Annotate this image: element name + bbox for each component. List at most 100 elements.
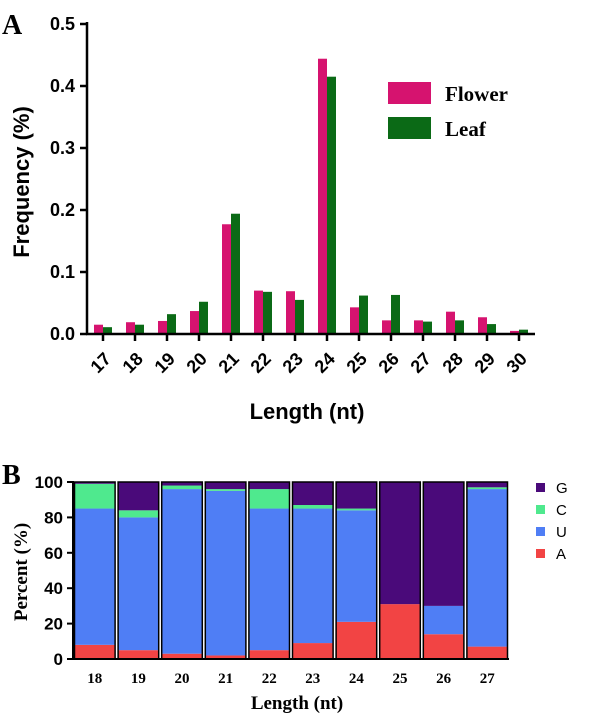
panel-a-y-tick-label: 0.1 (50, 262, 75, 282)
panel-b-bar-segment-u (161, 489, 203, 654)
panel-b-x-tick-label: 19 (131, 671, 146, 687)
panel-b-x-tick-label: 20 (175, 671, 190, 687)
panel-b-bar-segment-c (118, 510, 159, 518)
panel-a-x-tick-label: 22 (247, 349, 275, 377)
panel-a-legend-swatch-leaf (388, 117, 431, 139)
panel-a-bar-leaf (327, 76, 336, 334)
panel-a-bar-leaf (487, 324, 496, 334)
panel-a-bar-flower (510, 330, 519, 334)
panel-a-x-tick-label: 20 (183, 349, 211, 377)
panel-a-y-tick-label: 0.0 (50, 324, 75, 344)
panel-b-bar-segment-a (205, 655, 246, 659)
panel-b-bar-segment-u (423, 605, 464, 635)
panel-a-label: A (2, 10, 23, 41)
panel-a-bar-leaf (359, 295, 368, 334)
panel-b-y-tick-label: 0 (54, 650, 63, 669)
panel-b-bar-segment-u (248, 508, 290, 651)
panel-b-bar-segment-a (466, 646, 508, 659)
panel-b-bar-segment-a (118, 650, 159, 659)
panel-a-x-tick-label: 19 (151, 349, 179, 377)
panel-a-y-tick-label: 0.3 (50, 138, 75, 158)
panel-b-bar-segment-u (336, 510, 377, 622)
panel-b-x-tick-label: 18 (87, 671, 102, 687)
panel-a-legend: Flower Leaf (388, 82, 508, 141)
panel-b-legend-swatch-u (536, 527, 545, 536)
panel-b-bar-segment-c (336, 508, 377, 511)
panel-a-bar-leaf (423, 321, 432, 334)
panel-b-y-tick-label: 80 (44, 508, 63, 527)
panel-b-bar-segment-g (423, 482, 464, 606)
panel-b-x-tick-label: 24 (349, 671, 365, 687)
panel-b-y-tick-label: 60 (44, 544, 63, 563)
panel-a-bar-leaf (391, 294, 400, 334)
panel-b-y-tick-label: 40 (44, 579, 63, 598)
panel-b-bar-segment-a (161, 653, 203, 659)
panel-b-bar-segment-a (74, 644, 116, 659)
panel-a-bar-flower (254, 290, 263, 334)
panel-a-bar-leaf (103, 327, 112, 334)
panel-b-y-axis-title: Percent (%) (11, 523, 32, 621)
panel-a-x-axis-title: Length (nt) (250, 399, 365, 424)
panel-b-x-axis-title: Length (nt) (251, 693, 343, 714)
panel-b-legend-swatch-g (536, 483, 545, 492)
panel-b-x-tick-label: 23 (305, 671, 320, 687)
panel-b-legend-swatch-c (536, 505, 545, 514)
panel-b-bar-segment-c (292, 505, 334, 509)
panel-a-x-tick-label: 26 (375, 349, 403, 377)
panel-a-bar-flower (158, 320, 167, 334)
panel-a-x-tick-label: 24 (311, 349, 339, 377)
panel-a-x-tick-label: 30 (503, 349, 531, 377)
panel-b-bar-segment-a (336, 621, 377, 659)
panel-b-bar-segment-g (336, 482, 377, 509)
panel-a-bar-leaf (199, 301, 208, 334)
panel-b-bar-segment-a (292, 643, 334, 659)
panel-b-bar-segment-c (161, 485, 203, 490)
panel-a-legend-swatch-flower (388, 82, 431, 104)
panel-a-y-axis-title: Frequency (%) (9, 106, 34, 258)
panel-a-x-tick-label: 23 (279, 349, 307, 377)
panel-a-bar-flower (414, 320, 423, 334)
panel-b-bar-segment-g (74, 482, 116, 484)
panel-b-bar-segment-c (466, 487, 508, 490)
panel-b-bar-segment-a (248, 650, 290, 659)
panel-a-legend-label-flower: Flower (445, 82, 508, 106)
panel-a-bar-leaf (231, 213, 240, 334)
panel-a-y-tick-label: 0.4 (50, 76, 75, 96)
panel-a-bar-leaf (135, 324, 144, 334)
panel-a-x-tick-label: 28 (439, 349, 467, 377)
panel-a-bar-flower (382, 320, 391, 334)
panel-b-bar-segment-g (118, 482, 159, 511)
panel-b-bar-segment-c (74, 483, 116, 509)
panel-b-x-tick-label: 21 (218, 671, 233, 687)
panel-b-y-tick-label: 100 (35, 473, 63, 492)
panel-a-bar-flower (318, 58, 327, 334)
panel-a-bar-flower (126, 322, 135, 334)
panel-b-bar-segment-u (118, 517, 159, 651)
panel-b-bar-segment-g (292, 482, 334, 506)
panel-a-bar-flower (478, 317, 487, 334)
panel-a-bar-leaf (455, 320, 464, 334)
panel-b-bar-segment-u (74, 508, 116, 645)
panel-b-legend-label-a: A (556, 546, 566, 563)
panel-a-x-tick-label: 25 (343, 349, 371, 377)
panel-a-bar-leaf (519, 329, 528, 334)
panel-a-y-tick-label: 0.5 (50, 14, 75, 34)
panel-a-x-tick-label: 21 (215, 349, 243, 377)
panel-a-x-tick-label: 27 (407, 349, 435, 377)
panel-b-legend-label-u: U (556, 524, 567, 541)
panel-b-legend-label-g: G (556, 480, 568, 497)
panel-b-bar-segment-c (205, 489, 246, 491)
panel-a-bar-flower (350, 307, 359, 334)
panel-b-bar-segment-u (292, 508, 334, 644)
panel-a-x-tick-label: 17 (87, 349, 115, 377)
panel-b-bar-segment-g (379, 482, 421, 605)
panel-b-x-tick-label: 26 (436, 671, 452, 687)
panel-a-bar-leaf (263, 291, 272, 334)
panel-b-bar-segment-u (205, 490, 246, 656)
panel-b-x-tick-label: 22 (262, 671, 277, 687)
panel-a-chart: A Frequency (%) Length (nt) 0.0 0.1 0.2 0.3… (2, 10, 535, 424)
panel-b-bar-segment-c (248, 489, 290, 509)
panel-a-bar-flower (222, 224, 231, 334)
panel-a-bar-flower (94, 324, 103, 334)
